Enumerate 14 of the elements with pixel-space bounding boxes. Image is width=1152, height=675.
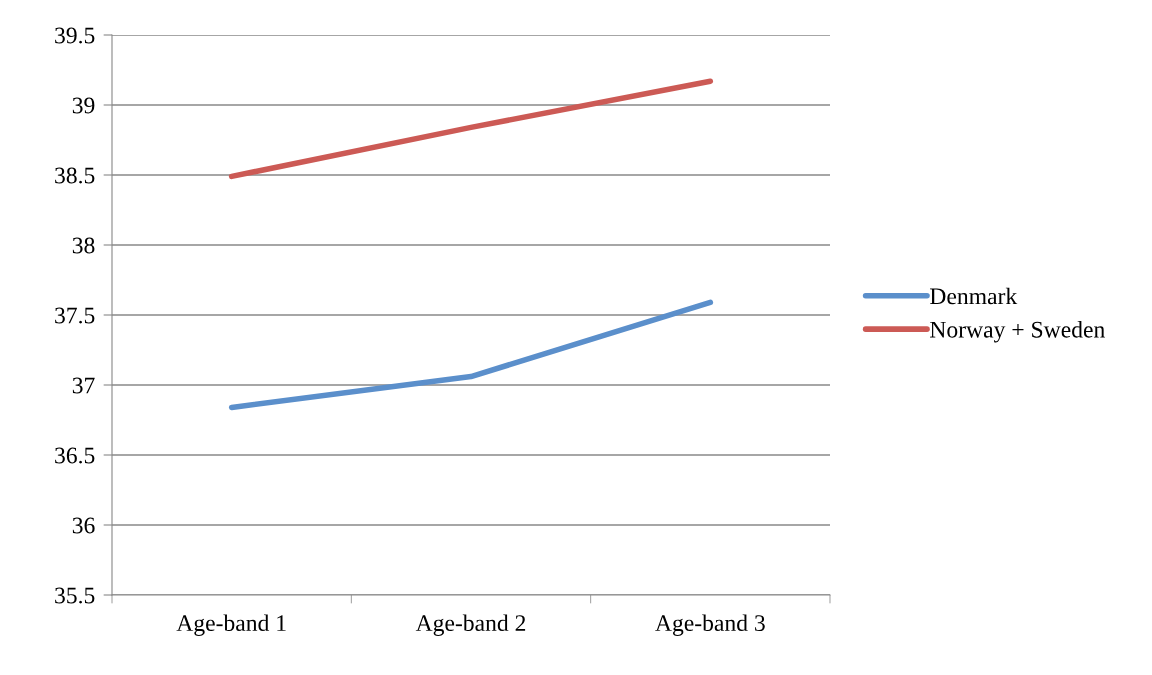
y-tick-label: 35.5 bbox=[55, 587, 95, 604]
x-tick-label: Age-band 2 bbox=[415, 614, 526, 636]
y-tick-label: 39.5 bbox=[55, 27, 95, 44]
x-tick-label: Age-band 3 bbox=[655, 614, 765, 636]
y-tick-label: 37.5 bbox=[55, 307, 95, 324]
y-tick-label: 38 bbox=[72, 237, 95, 254]
y-tick-label: 38.5 bbox=[55, 167, 95, 184]
y-tick-label: 39 bbox=[72, 97, 95, 114]
y-tick-label: 37 bbox=[72, 377, 95, 394]
legend-label: Norway + Sweden bbox=[930, 321, 1105, 343]
legend-label: Denmark bbox=[930, 287, 1018, 305]
y-tick-label: 36 bbox=[72, 517, 95, 534]
y-tick-label: 36.5 bbox=[55, 447, 95, 464]
x-tick-label: Age-band 1 bbox=[176, 614, 286, 636]
